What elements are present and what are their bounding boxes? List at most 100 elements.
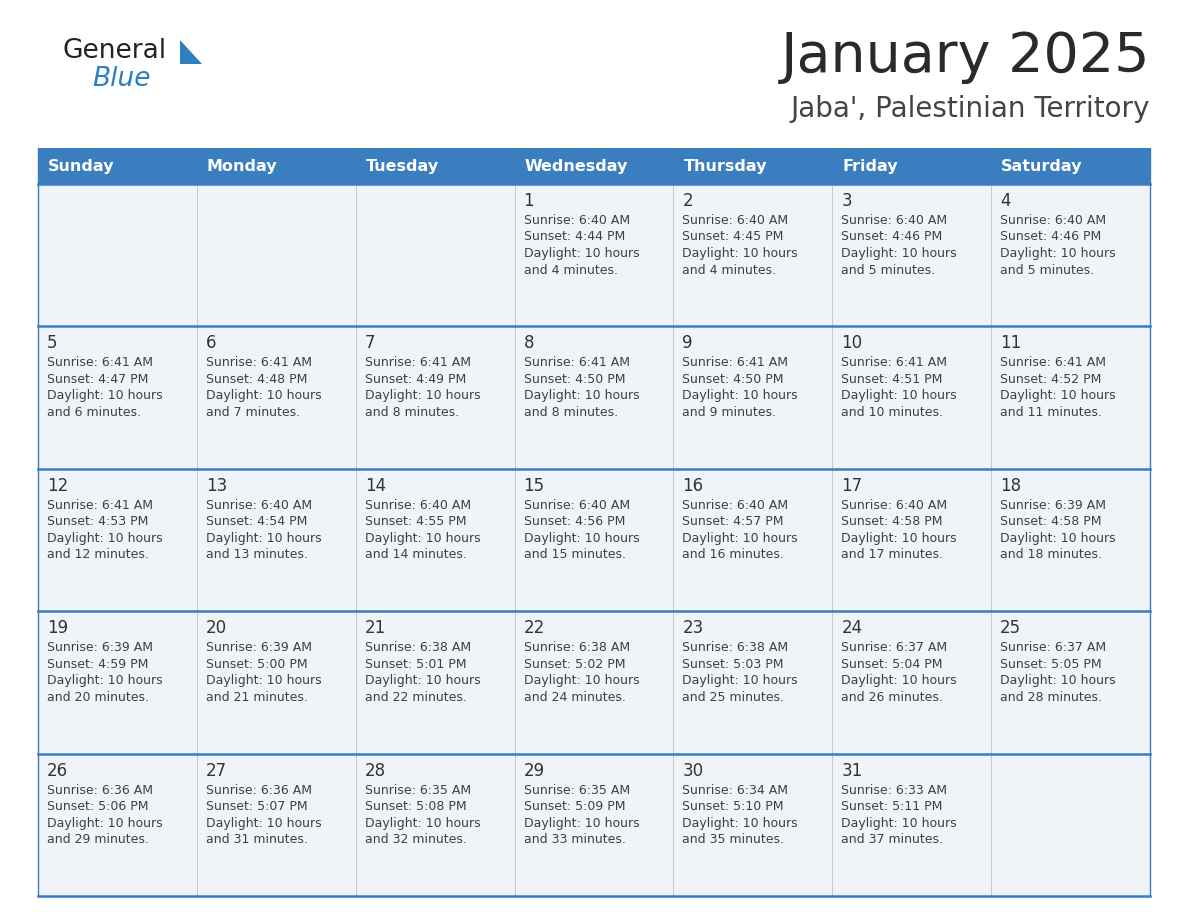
Text: Monday: Monday (207, 159, 278, 174)
Text: 5: 5 (48, 334, 57, 353)
Text: Sunrise: 6:40 AM: Sunrise: 6:40 AM (524, 214, 630, 227)
Text: Sunset: 5:09 PM: Sunset: 5:09 PM (524, 800, 625, 813)
Text: 12: 12 (48, 476, 68, 495)
Bar (38, 184, 197, 327)
Text: Sunset: 4:53 PM: Sunset: 4:53 PM (48, 515, 148, 528)
Bar (38, 754, 197, 896)
Bar (991, 611, 1150, 754)
Text: Sunset: 5:01 PM: Sunset: 5:01 PM (365, 657, 466, 671)
Text: 13: 13 (206, 476, 227, 495)
Bar (991, 469, 1150, 611)
Text: Daylight: 10 hours: Daylight: 10 hours (206, 817, 322, 830)
Text: Sunset: 5:04 PM: Sunset: 5:04 PM (841, 657, 943, 671)
Text: Sunset: 4:49 PM: Sunset: 4:49 PM (365, 373, 466, 386)
Text: 7: 7 (365, 334, 375, 353)
Text: and 35 minutes.: and 35 minutes. (682, 834, 784, 846)
Bar (674, 469, 833, 611)
Bar (355, 327, 514, 469)
Text: Sunrise: 6:41 AM: Sunrise: 6:41 AM (48, 498, 153, 512)
Text: 4: 4 (1000, 192, 1011, 210)
Text: 19: 19 (48, 620, 68, 637)
Text: Sunrise: 6:41 AM: Sunrise: 6:41 AM (682, 356, 789, 369)
Bar (674, 754, 833, 896)
Text: 26: 26 (48, 762, 68, 779)
Bar (514, 327, 674, 469)
Text: Sunrise: 6:37 AM: Sunrise: 6:37 AM (1000, 641, 1106, 655)
Text: 23: 23 (682, 620, 703, 637)
Text: Sunday: Sunday (48, 159, 114, 174)
Text: and 4 minutes.: and 4 minutes. (682, 263, 777, 276)
Text: 24: 24 (841, 620, 862, 637)
Text: Daylight: 10 hours: Daylight: 10 hours (524, 389, 639, 402)
Text: Sunrise: 6:40 AM: Sunrise: 6:40 AM (1000, 214, 1106, 227)
Bar (991, 184, 1150, 327)
Text: Sunset: 4:51 PM: Sunset: 4:51 PM (841, 373, 942, 386)
Text: Sunset: 4:46 PM: Sunset: 4:46 PM (841, 230, 942, 243)
Text: 1: 1 (524, 192, 535, 210)
Text: Sunset: 4:48 PM: Sunset: 4:48 PM (206, 373, 308, 386)
Text: Sunrise: 6:39 AM: Sunrise: 6:39 AM (206, 641, 312, 655)
Text: Sunset: 4:57 PM: Sunset: 4:57 PM (682, 515, 784, 528)
Text: Daylight: 10 hours: Daylight: 10 hours (524, 817, 639, 830)
Text: 27: 27 (206, 762, 227, 779)
Bar (355, 611, 514, 754)
Text: Sunrise: 6:41 AM: Sunrise: 6:41 AM (841, 356, 947, 369)
Text: and 24 minutes.: and 24 minutes. (524, 690, 625, 704)
Text: Daylight: 10 hours: Daylight: 10 hours (682, 674, 798, 688)
Text: and 21 minutes.: and 21 minutes. (206, 690, 308, 704)
Text: and 12 minutes.: and 12 minutes. (48, 548, 148, 561)
Text: 15: 15 (524, 476, 544, 495)
Text: Sunrise: 6:40 AM: Sunrise: 6:40 AM (365, 498, 470, 512)
Text: Daylight: 10 hours: Daylight: 10 hours (682, 389, 798, 402)
Bar (355, 469, 514, 611)
Text: Wednesday: Wednesday (525, 159, 628, 174)
Text: Sunrise: 6:36 AM: Sunrise: 6:36 AM (48, 784, 153, 797)
Text: 3: 3 (841, 192, 852, 210)
Text: 30: 30 (682, 762, 703, 779)
Bar (833, 611, 991, 754)
Text: Sunrise: 6:36 AM: Sunrise: 6:36 AM (206, 784, 312, 797)
Text: Sunset: 4:50 PM: Sunset: 4:50 PM (524, 373, 625, 386)
Text: Sunrise: 6:41 AM: Sunrise: 6:41 AM (1000, 356, 1106, 369)
Bar (514, 754, 674, 896)
Text: and 15 minutes.: and 15 minutes. (524, 548, 626, 561)
Text: and 7 minutes.: and 7 minutes. (206, 406, 301, 419)
Text: and 8 minutes.: and 8 minutes. (524, 406, 618, 419)
Text: Sunrise: 6:38 AM: Sunrise: 6:38 AM (682, 641, 789, 655)
Text: Sunset: 5:02 PM: Sunset: 5:02 PM (524, 657, 625, 671)
Text: Friday: Friday (842, 159, 898, 174)
Bar (674, 184, 833, 327)
Text: Sunrise: 6:40 AM: Sunrise: 6:40 AM (841, 214, 947, 227)
Text: Sunset: 4:52 PM: Sunset: 4:52 PM (1000, 373, 1101, 386)
Text: Daylight: 10 hours: Daylight: 10 hours (524, 247, 639, 260)
Text: Sunset: 4:47 PM: Sunset: 4:47 PM (48, 373, 148, 386)
Text: Daylight: 10 hours: Daylight: 10 hours (206, 674, 322, 688)
Text: Daylight: 10 hours: Daylight: 10 hours (206, 532, 322, 544)
Text: Daylight: 10 hours: Daylight: 10 hours (524, 674, 639, 688)
Bar (197, 184, 355, 327)
Polygon shape (181, 40, 202, 64)
Text: Sunrise: 6:40 AM: Sunrise: 6:40 AM (524, 498, 630, 512)
Text: Daylight: 10 hours: Daylight: 10 hours (682, 247, 798, 260)
Text: and 4 minutes.: and 4 minutes. (524, 263, 618, 276)
Bar (38, 611, 197, 754)
Text: Daylight: 10 hours: Daylight: 10 hours (1000, 389, 1116, 402)
Text: Thursday: Thursday (683, 159, 767, 174)
Bar (197, 148, 355, 184)
Text: 8: 8 (524, 334, 535, 353)
Text: and 33 minutes.: and 33 minutes. (524, 834, 625, 846)
Text: Sunset: 4:58 PM: Sunset: 4:58 PM (841, 515, 943, 528)
Text: Daylight: 10 hours: Daylight: 10 hours (365, 674, 480, 688)
Text: Daylight: 10 hours: Daylight: 10 hours (524, 532, 639, 544)
Text: Sunrise: 6:39 AM: Sunrise: 6:39 AM (48, 641, 153, 655)
Text: Sunset: 5:00 PM: Sunset: 5:00 PM (206, 657, 308, 671)
Bar (514, 184, 674, 327)
Text: Sunrise: 6:40 AM: Sunrise: 6:40 AM (682, 498, 789, 512)
Text: 17: 17 (841, 476, 862, 495)
Text: Sunset: 4:46 PM: Sunset: 4:46 PM (1000, 230, 1101, 243)
Bar (833, 184, 991, 327)
Text: 20: 20 (206, 620, 227, 637)
Text: Sunrise: 6:41 AM: Sunrise: 6:41 AM (365, 356, 470, 369)
Text: 9: 9 (682, 334, 693, 353)
Text: and 31 minutes.: and 31 minutes. (206, 834, 308, 846)
